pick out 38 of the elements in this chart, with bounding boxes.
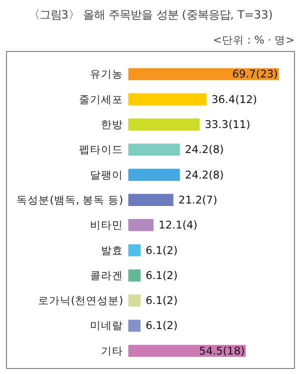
bar (127, 168, 181, 182)
bar (127, 218, 155, 232)
bar (127, 142, 181, 157)
y-tick-label: 기타 (101, 344, 124, 358)
data-label: 36.4(12) (211, 92, 258, 106)
data-label: 6.1(2) (146, 244, 178, 257)
data-label: 69.7(23) (232, 68, 278, 81)
data-label: 21.2(7) (178, 193, 218, 206)
bar (127, 117, 201, 132)
bar (127, 318, 142, 333)
y-tick-label: 펩타이드 (79, 143, 124, 156)
bar (127, 67, 280, 82)
data-label: 24.2(8) (184, 168, 224, 182)
bar (127, 92, 208, 106)
bar (127, 243, 142, 258)
data-label: 33.3(11) (204, 118, 250, 131)
y-tick-label: 발효 (101, 244, 124, 257)
data-label: 12.1(4) (158, 218, 198, 232)
y-tick-label: 비타민 (90, 218, 124, 232)
y-tick-label: 독성분(뱀독, 봉독 등) (16, 193, 124, 206)
data-label: 6.1(2) (146, 319, 178, 332)
bar (127, 268, 142, 282)
data-label: 6.1(2) (146, 294, 178, 308)
y-tick-label: 유기농 (90, 68, 124, 81)
chart-title: 〈그림3〉 올해 주목받을 성분 (중복응답, T=33) (28, 8, 273, 22)
bar (127, 192, 174, 207)
data-label: 24.2(8) (184, 143, 224, 156)
data-label: 6.1(2) (146, 268, 178, 282)
text: <단위 : % · 명> (212, 34, 295, 46)
y-tick-label: 미네랄 (90, 319, 124, 332)
bar (127, 294, 142, 308)
y-tick-label: 콜라겐 (90, 268, 124, 282)
y-tick-label: 달팽이 (90, 168, 124, 182)
data-label: 54.5(18) (199, 344, 245, 358)
y-tick-label: 한방 (101, 118, 124, 131)
bar (127, 344, 247, 358)
y-tick-label: 로가닉(천연성분) (38, 294, 124, 308)
y-tick-label: 줄기세포 (79, 92, 124, 106)
